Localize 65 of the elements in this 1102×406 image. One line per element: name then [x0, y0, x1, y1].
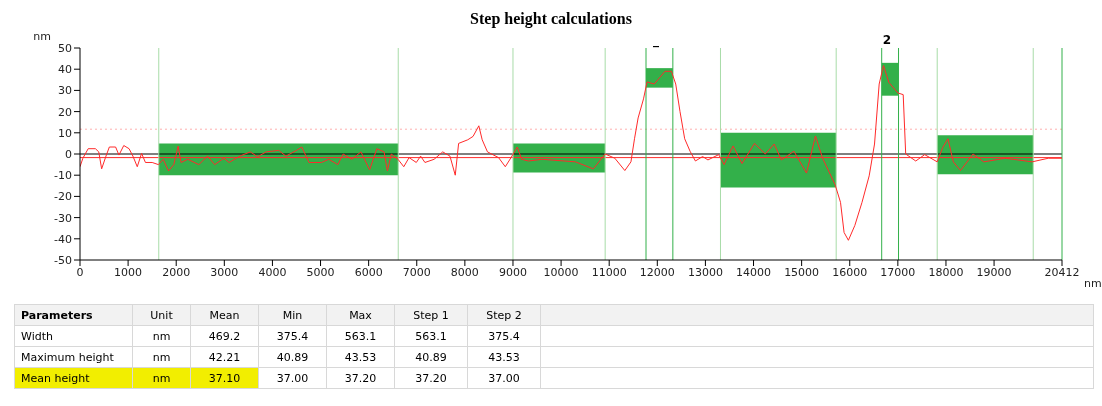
x-tick-label: 1000 — [114, 265, 143, 279]
text: 37.00 — [258, 367, 327, 389]
x-tick-label: 16000 — [832, 265, 868, 279]
text: 469.2 — [190, 325, 259, 347]
y-tick-label: -50 — [54, 253, 72, 267]
text: Maximum height — [14, 346, 133, 368]
y-tick-label: 40 — [58, 63, 72, 77]
x-tick-label: 13000 — [687, 265, 723, 279]
x-tick-label: 4000 — [258, 265, 287, 279]
x-tick-label: 12000 — [639, 265, 675, 279]
text: 40.89 — [258, 346, 327, 368]
x-tick-label: 5000 — [306, 265, 335, 279]
x-tick-label: 19000 — [976, 265, 1012, 279]
x-tick-label: 7000 — [402, 265, 431, 279]
x-tick-label: 9000 — [498, 265, 527, 279]
text: 43.53 — [326, 346, 395, 368]
text: 37.20 — [394, 367, 468, 389]
text: Parameters — [14, 304, 133, 326]
text: nm — [132, 346, 191, 368]
text: Mean — [190, 304, 259, 326]
x-tick-label: 0 — [76, 265, 84, 279]
text: 563.1 — [326, 325, 395, 347]
text: Step 2 — [467, 304, 541, 326]
y-tick-label: -30 — [54, 211, 72, 225]
text: 2 — [882, 33, 892, 47]
y-tick-label: 30 — [58, 84, 72, 98]
text: Mean height — [14, 367, 133, 389]
text: Max — [326, 304, 395, 326]
x-tick-label: 3000 — [210, 265, 239, 279]
text: 37.10 — [190, 367, 259, 389]
text: nm — [132, 325, 191, 347]
text: 42.21 — [190, 346, 259, 368]
text: _ — [653, 33, 659, 48]
x-axis-title: nm — [1084, 276, 1102, 290]
y-tick-label: -10 — [54, 169, 72, 183]
text: 563.1 — [394, 325, 468, 347]
x-tick-label: 6000 — [354, 265, 383, 279]
y-tick-label: 50 — [58, 41, 72, 55]
text: nm — [132, 367, 191, 389]
y-tick-label: 0 — [65, 147, 72, 161]
text: Width — [14, 325, 133, 347]
text: 37.20 — [326, 367, 395, 389]
text: 375.4 — [467, 325, 541, 347]
x-tick-label: 14000 — [736, 265, 772, 279]
x-tick-label: 20412 — [1044, 265, 1080, 279]
text: 40.89 — [394, 346, 468, 368]
chart-title: Step height calculations — [470, 10, 632, 28]
x-tick-label: 8000 — [450, 265, 479, 279]
y-tick-label: -20 — [54, 190, 72, 204]
y-tick-label: -40 — [54, 232, 72, 246]
x-tick-label: 11000 — [591, 265, 627, 279]
text: 37.00 — [467, 367, 541, 389]
text: Unit — [132, 304, 191, 326]
x-tick-label: 15000 — [784, 265, 820, 279]
text: 43.53 — [467, 346, 541, 368]
y-tick-label: 10 — [58, 126, 72, 140]
y-tick-label: 20 — [58, 105, 72, 119]
x-tick-label: 17000 — [880, 265, 916, 279]
x-tick-label: 2000 — [162, 265, 191, 279]
y-axis-title: nm — [33, 30, 51, 43]
x-tick-label: 10000 — [543, 265, 579, 279]
text: Step 1 — [394, 304, 468, 326]
text: Min — [258, 304, 327, 326]
x-tick-label: 18000 — [928, 265, 964, 279]
text: 375.4 — [258, 325, 327, 347]
